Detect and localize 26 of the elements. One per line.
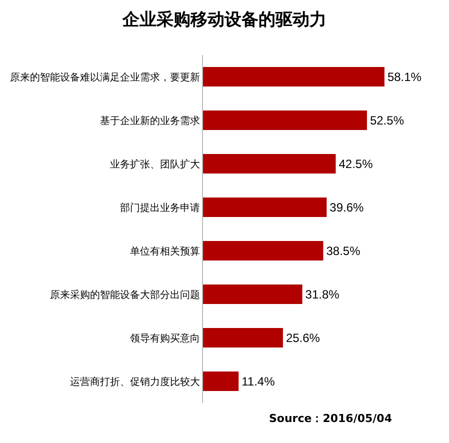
y-tick-label: 运营商打折、促销力度比较大 [70, 376, 200, 388]
data-label: 31.8% [305, 287, 340, 302]
data-label: 11.4% [242, 374, 276, 388]
bar [203, 284, 302, 304]
chart-title: 企业采购移动设备的驱动力 [122, 10, 326, 30]
data-label: 39.6% [330, 200, 364, 214]
data-label: 42.5% [338, 156, 374, 171]
y-tick-label: 部门提出业务申请 [120, 202, 200, 214]
y-tick-label: 领导有购买意向 [130, 332, 200, 344]
y-tick-label: 业务扩张、团队扩大 [110, 158, 200, 170]
y-tick-label: 原来的智能设备难以满足企业需求，要更新 [10, 71, 200, 84]
y-tick-label: 基于企业新的业务需求 [100, 114, 200, 127]
bar [203, 197, 327, 218]
source-note: Source：2016/05/04 [269, 412, 392, 425]
data-label: 38.5% [326, 244, 361, 258]
bar [203, 240, 324, 261]
bar [203, 328, 283, 348]
data-label: 58.1% [387, 70, 422, 84]
data-label: 52.5% [370, 113, 404, 128]
data-label: 25.6% [286, 330, 320, 345]
y-tick-label: 单位有相关预算 [130, 245, 200, 258]
bar [203, 66, 384, 87]
bar [203, 371, 239, 392]
y-tick-label: 原来采购的智能设备大部分出问题 [50, 288, 200, 301]
bar [203, 110, 367, 130]
bar [203, 154, 336, 174]
